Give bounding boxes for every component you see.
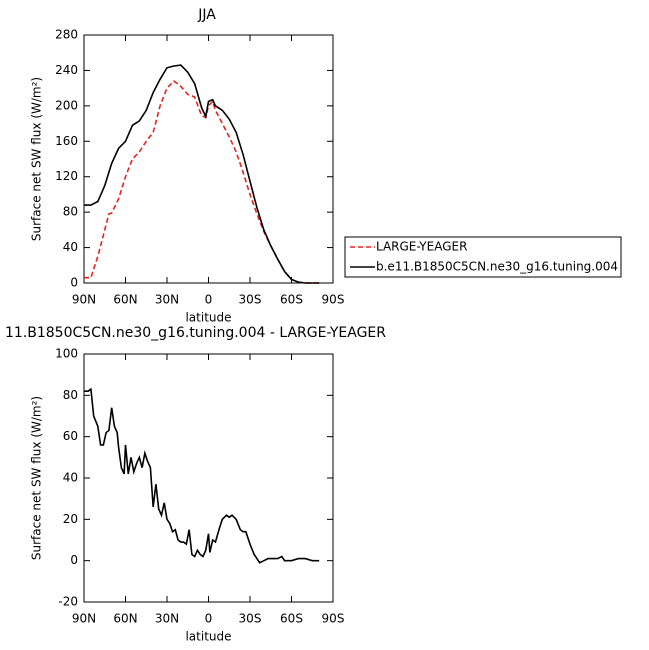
legend-label: LARGE-YEAGER [376, 240, 467, 254]
x-tick-label: 90S [322, 612, 345, 626]
x-axis-label: latitude [185, 630, 231, 644]
y-axis-label: Surface net SW flux (W/m²) [30, 77, 44, 241]
legend-box [344, 236, 622, 278]
x-tick-label: 60N [113, 612, 137, 626]
data-line [84, 387, 320, 564]
y-tick-label: 0 [70, 276, 78, 290]
x-tick-label: 60N [113, 293, 137, 307]
data-line [84, 79, 320, 284]
y-tick-label: 40 [63, 471, 78, 485]
x-tick-label: 30S [239, 293, 262, 307]
x-tick-label: 90N [72, 293, 96, 307]
y-tick-label: 280 [55, 28, 78, 42]
y-tick-label: 120 [55, 169, 78, 183]
y-tick-label: 200 [55, 98, 78, 112]
y-tick-label: 100 [55, 347, 78, 361]
y-tick-label: 40 [63, 240, 78, 254]
chart-title: 11.B1850C5CN.ne30_g16.tuning.004 - LARGE… [5, 325, 386, 341]
y-tick-label: 60 [63, 429, 78, 443]
y-tick-label: -20 [58, 595, 78, 609]
y-tick-label: 20 [63, 512, 78, 526]
y-tick-label: 240 [55, 63, 78, 77]
x-tick-label: 30N [155, 612, 179, 626]
y-tick-label: 0 [70, 553, 78, 567]
y-axis-label: Surface net SW flux (W/m²) [30, 396, 44, 560]
y-tick-label: 160 [55, 134, 78, 148]
legend-label: b.e11.B1850C5CN.ne30_g16.tuning.004 [376, 260, 618, 274]
data-line [84, 64, 320, 284]
x-tick-label: 60S [280, 612, 303, 626]
x-tick-label: 90S [322, 293, 345, 307]
plot-frame [83, 34, 334, 284]
x-tick-label: 0 [205, 293, 213, 307]
x-tick-label: 30S [239, 612, 262, 626]
plot-frame [83, 353, 334, 603]
x-tick-label: 30N [155, 293, 179, 307]
x-tick-label: 90N [72, 612, 96, 626]
y-tick-label: 80 [63, 205, 78, 219]
y-tick-label: 80 [63, 388, 78, 402]
x-tick-label: 0 [205, 612, 213, 626]
x-axis-label: latitude [185, 311, 231, 325]
chart-title: JJA [197, 7, 216, 23]
x-tick-label: 60S [280, 293, 303, 307]
